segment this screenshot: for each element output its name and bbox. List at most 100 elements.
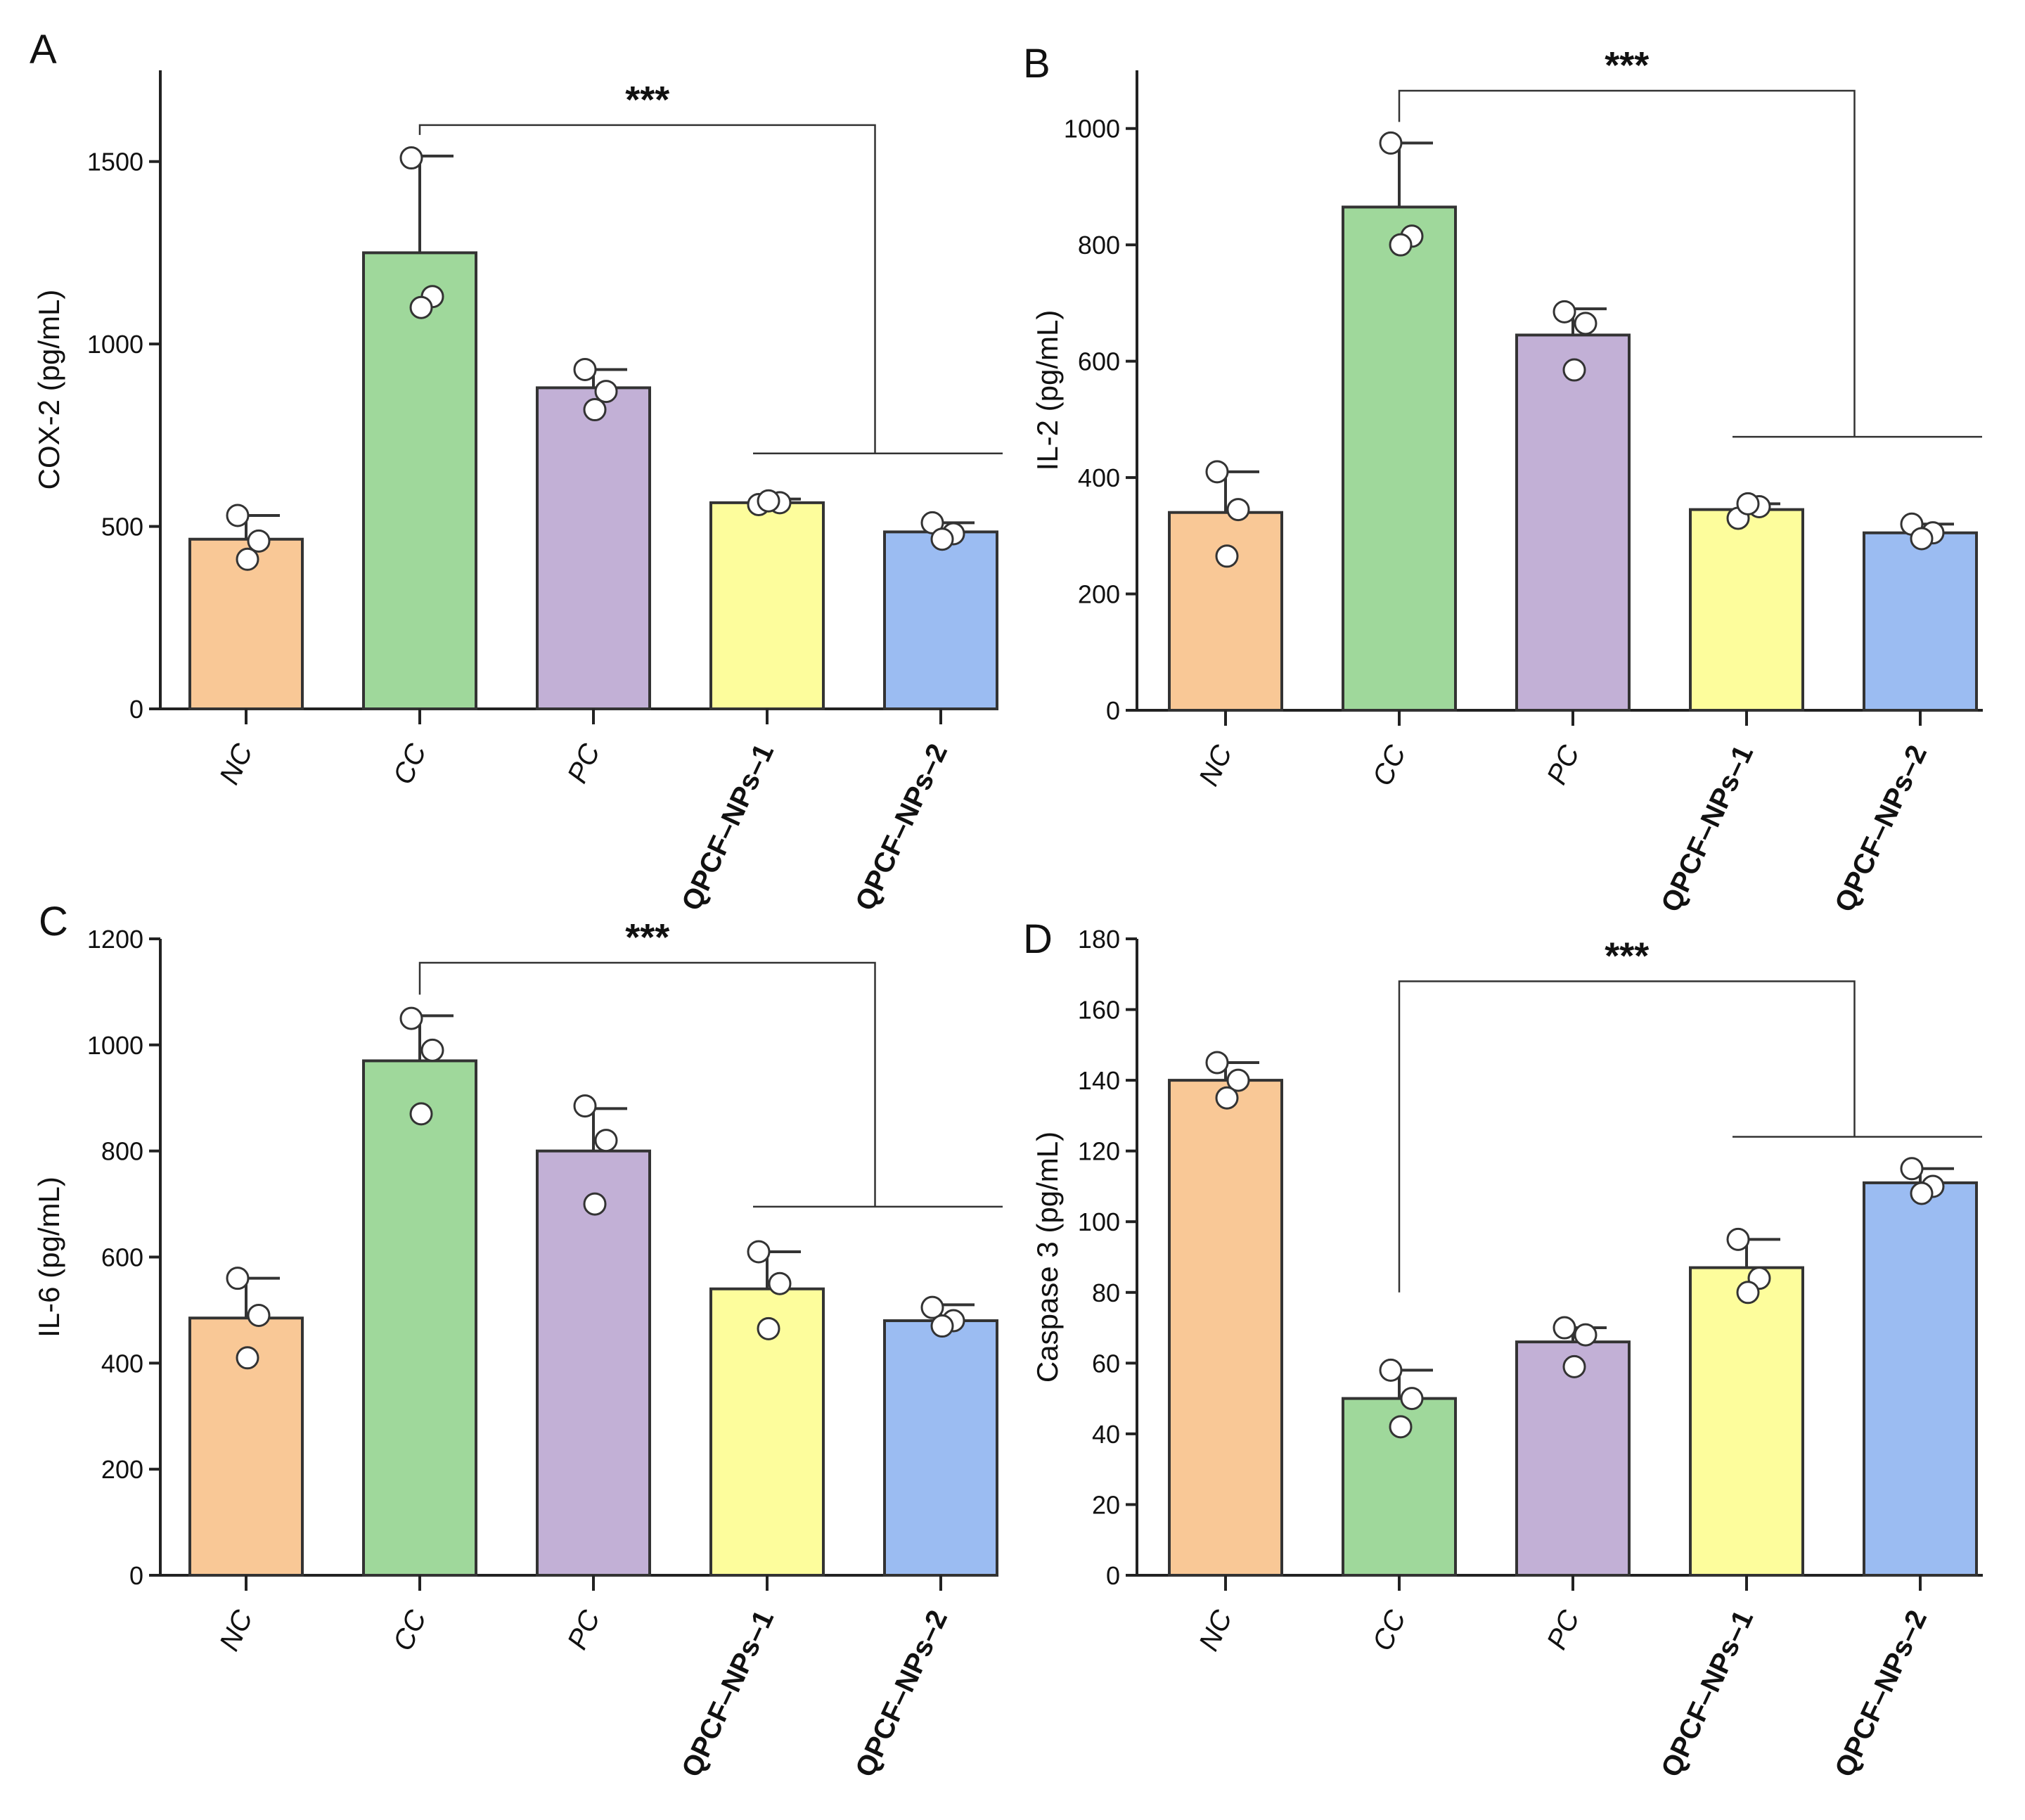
y-axis-label: IL-6 (pg/mL): [32, 1177, 65, 1338]
y-tick-label: 1500: [87, 148, 143, 177]
y-tick-label: 140: [1078, 1066, 1120, 1095]
data-point: [1910, 527, 1934, 551]
data-point: [1910, 1181, 1934, 1205]
y-tick-label: 120: [1078, 1137, 1120, 1166]
bar-qpcf-nps-1: [1689, 1266, 1804, 1577]
y-tick-label: 500: [101, 513, 143, 541]
data-point: [1900, 1157, 1924, 1181]
y-tick-label: 20: [1092, 1490, 1120, 1519]
bar-cc: [362, 1059, 477, 1577]
x-tick-label: QPCF–NPs–2: [849, 739, 953, 915]
y-tick-label: 600: [101, 1243, 143, 1272]
data-point: [920, 1295, 944, 1319]
x-tick-label: QPCF–NPs–2: [1829, 1606, 1933, 1781]
data-point: [1562, 358, 1586, 382]
data-point: [399, 1006, 423, 1030]
data-point: [1389, 233, 1413, 257]
bar-qpcf-nps-2: [1863, 1181, 1978, 1577]
data-point: [247, 1303, 271, 1327]
y-tick-label: 0: [129, 1561, 143, 1590]
data-point: [594, 1129, 618, 1153]
bar-cc: [1342, 205, 1457, 712]
y-tick-label: 0: [1106, 696, 1120, 725]
data-point: [1226, 498, 1250, 522]
significance-label: ***: [1605, 935, 1649, 977]
significance-bracket: [418, 124, 876, 454]
y-tick-label: 800: [1078, 231, 1120, 259]
chart-panel-a: A 0 500 1000 1500 COX-2 (pg/mL) NC CC PC QPCF–NPs…: [30, 27, 1003, 916]
data-point: [409, 295, 433, 319]
data-point: [1205, 1051, 1229, 1075]
data-point: [1574, 1323, 1598, 1347]
data-point: [1552, 300, 1576, 323]
data-point: [573, 1094, 597, 1118]
data-point: [757, 489, 780, 513]
data-point: [930, 527, 954, 551]
y-tick-label: 1200: [87, 925, 143, 954]
chart-panel-d: D 0 20 40 60 80 100 120 140 160 180 Caspase 3 (pg/m…: [1023, 916, 1983, 1782]
significance-bracket: [1398, 980, 1856, 1293]
data-point: [1736, 1281, 1760, 1305]
y-tick-label: 400: [1078, 463, 1120, 492]
data-point: [594, 380, 618, 404]
data-point: [226, 1267, 250, 1290]
data-point: [1574, 312, 1598, 335]
chart-panel-b: B 0 200 400 600 800 1000 IL-2 (pg/mL) NC CC PC QPCF…: [1023, 41, 1983, 917]
data-point: [409, 1102, 433, 1126]
data-point: [1400, 1387, 1424, 1411]
y-tick-label: 180: [1078, 925, 1120, 954]
y-tick-label: 40: [1092, 1420, 1120, 1449]
significance-label: ***: [625, 79, 669, 121]
panel-letter: B: [1023, 41, 1050, 86]
x-tick-label: PC: [562, 1605, 607, 1654]
data-point: [236, 547, 259, 571]
data-point: [583, 398, 607, 422]
y-axis-label: IL-2 (pg/mL): [1031, 310, 1064, 471]
y-tick-label: 80: [1092, 1279, 1120, 1307]
bar-nc: [1168, 1079, 1283, 1577]
x-tick-label: QPCF–NPs–1: [1655, 741, 1759, 916]
panel-letter: A: [30, 27, 57, 72]
x-tick-label: QPCF–NPs–2: [1829, 741, 1933, 916]
x-tick-label: NC: [1193, 740, 1239, 790]
chart-panel-c: C 0 200 400 600 800 1000 1200 IL-6 (pg/mL) NC CC PC…: [32, 899, 1003, 1782]
data-point: [583, 1192, 607, 1216]
y-tick-label: 800: [101, 1137, 143, 1166]
data-point: [236, 1346, 259, 1370]
panel-letter: C: [39, 899, 68, 944]
y-tick-label: 100: [1078, 1207, 1120, 1236]
y-axis-label: COX-2 (pg/mL): [32, 290, 65, 490]
data-point: [247, 529, 271, 553]
data-point: [1215, 1086, 1239, 1110]
x-tick-label: CC: [1367, 740, 1413, 790]
x-tick-label: PC: [1541, 740, 1586, 789]
y-tick-label: 0: [129, 695, 143, 724]
significance-label: ***: [1605, 44, 1649, 86]
data-point: [1379, 1358, 1403, 1382]
data-point: [226, 504, 250, 527]
y-tick-label: 1000: [1064, 115, 1120, 143]
data-point: [930, 1314, 954, 1338]
y-axis-label: Caspase 3 (pg/mL): [1031, 1132, 1064, 1383]
data-point: [757, 1316, 780, 1340]
data-point: [1205, 460, 1229, 484]
x-tick-label: QPCF–NPs–1: [1655, 1606, 1759, 1781]
y-tick-label: 160: [1078, 996, 1120, 1025]
x-tick-label: PC: [1541, 1605, 1586, 1654]
bar-pc: [536, 386, 651, 710]
bar-qpcf-nps-1: [1689, 508, 1804, 712]
data-point: [420, 1038, 444, 1062]
data-point: [747, 1240, 771, 1264]
data-point: [399, 146, 423, 170]
significance-bracket: [418, 961, 876, 1207]
x-tick-label: CC: [1367, 1605, 1413, 1655]
data-point: [1389, 1415, 1413, 1439]
data-point: [1736, 492, 1760, 515]
significance-bracket: [1398, 89, 1856, 437]
y-tick-label: 1000: [87, 1031, 143, 1060]
bar-cc: [362, 251, 477, 710]
x-tick-label: PC: [562, 738, 607, 788]
x-tick-label: QPCF–NPs–1: [676, 1606, 780, 1781]
x-tick-label: NC: [214, 1605, 259, 1655]
